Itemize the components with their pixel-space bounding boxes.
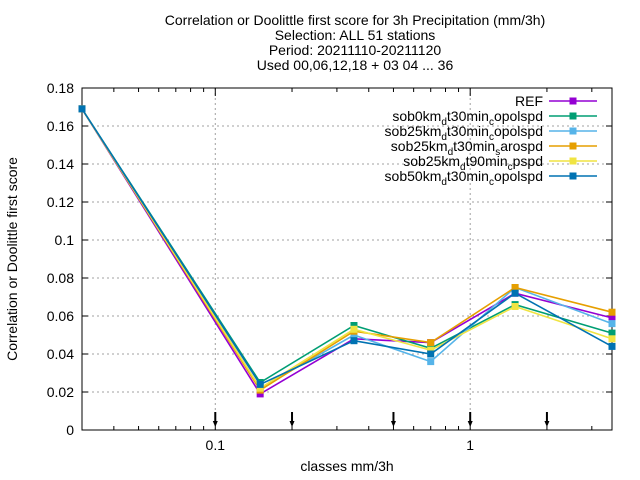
grid <box>82 88 612 430</box>
data-point <box>608 314 616 322</box>
series-lines <box>78 105 616 398</box>
title-line: Used 00,06,12,18 + 03 04 ... 36 <box>257 57 454 73</box>
y-tick-label: 0.04 <box>47 346 74 362</box>
axis-ticks: 0 0.02 0.04 0.06 0.08 0.1 0.12 0.14 0.16 0.18 0.1 1 <box>47 80 612 453</box>
y-tick-label: 0.16 <box>47 118 74 134</box>
x-tick-label: 0.1 <box>206 437 226 453</box>
data-point <box>350 331 358 339</box>
data-point <box>511 303 519 310</box>
title-line: Selection: ALL 51 stations <box>275 27 436 43</box>
y-tick-label: 0.08 <box>47 270 74 286</box>
data-point <box>608 320 616 328</box>
y-tick-label: 0.1 <box>55 232 75 248</box>
class-boundary-arrow <box>212 421 218 427</box>
series-line <box>81 108 613 390</box>
data-point <box>511 289 519 297</box>
data-point <box>427 346 435 354</box>
legend-marker <box>569 172 577 180</box>
legend: REFsob0kmdt30mincopolspdsob25kmdt30minco… <box>385 93 597 188</box>
y-axis-label: Correlation or Doolittle first score <box>4 157 20 361</box>
series-line <box>81 108 613 395</box>
legend-label: sob25kmdt90mincpspd <box>403 153 543 173</box>
data-point <box>350 322 358 329</box>
data-point <box>608 329 616 337</box>
legend-marker <box>569 157 577 165</box>
data-point <box>427 339 435 347</box>
data-point <box>256 384 264 392</box>
data-point <box>256 380 264 388</box>
class-boundary-arrow <box>390 421 396 427</box>
y-tick-label: 0.02 <box>47 384 74 400</box>
data-point <box>427 350 435 358</box>
y-tick-label: 0.12 <box>47 194 74 210</box>
legend-marker <box>569 112 577 120</box>
data-point <box>350 325 358 333</box>
class-boundary-arrow <box>544 421 550 427</box>
legend-marker <box>569 127 577 135</box>
title-line: Period: 20211110-20211120 <box>269 42 442 58</box>
plot-frame <box>81 87 613 431</box>
legend-label: sob0kmdt30mincopolspd <box>392 108 543 128</box>
legend-label: sob25kmdt30mincopolspd <box>385 123 543 143</box>
legend-marker <box>569 97 577 105</box>
data-point <box>511 284 519 291</box>
y-tick-label: 0.18 <box>47 80 74 96</box>
data-point <box>350 337 358 345</box>
class-boundary-markers <box>212 412 550 427</box>
class-boundary-arrow <box>289 421 295 427</box>
data-point <box>608 308 616 316</box>
data-point <box>427 358 435 366</box>
y-tick-label: 0.14 <box>47 156 74 172</box>
title-line: Correlation or Doolittle first score for… <box>165 12 545 28</box>
y-tick-label: 0 <box>66 422 74 438</box>
data-point <box>78 105 86 113</box>
legend-label: REF <box>515 93 543 109</box>
data-point <box>256 390 264 398</box>
y-tick-label: 0.06 <box>47 308 74 324</box>
series-line <box>81 108 613 392</box>
legend-marker <box>569 142 577 150</box>
x-axis-label: classes mm/3h <box>300 458 393 474</box>
data-point <box>608 335 616 343</box>
data-point <box>608 342 616 350</box>
chart-title: Correlation or Doolittle first score for… <box>165 12 545 73</box>
legend-label: sob25kmdt30minsarospd <box>391 138 543 158</box>
legend-label: sob50kmdt30mincopolspd <box>385 168 543 188</box>
series-line <box>81 108 613 386</box>
x-tick-label: 1 <box>466 437 474 453</box>
plot-border <box>81 87 613 431</box>
class-boundary-arrow <box>467 421 473 427</box>
